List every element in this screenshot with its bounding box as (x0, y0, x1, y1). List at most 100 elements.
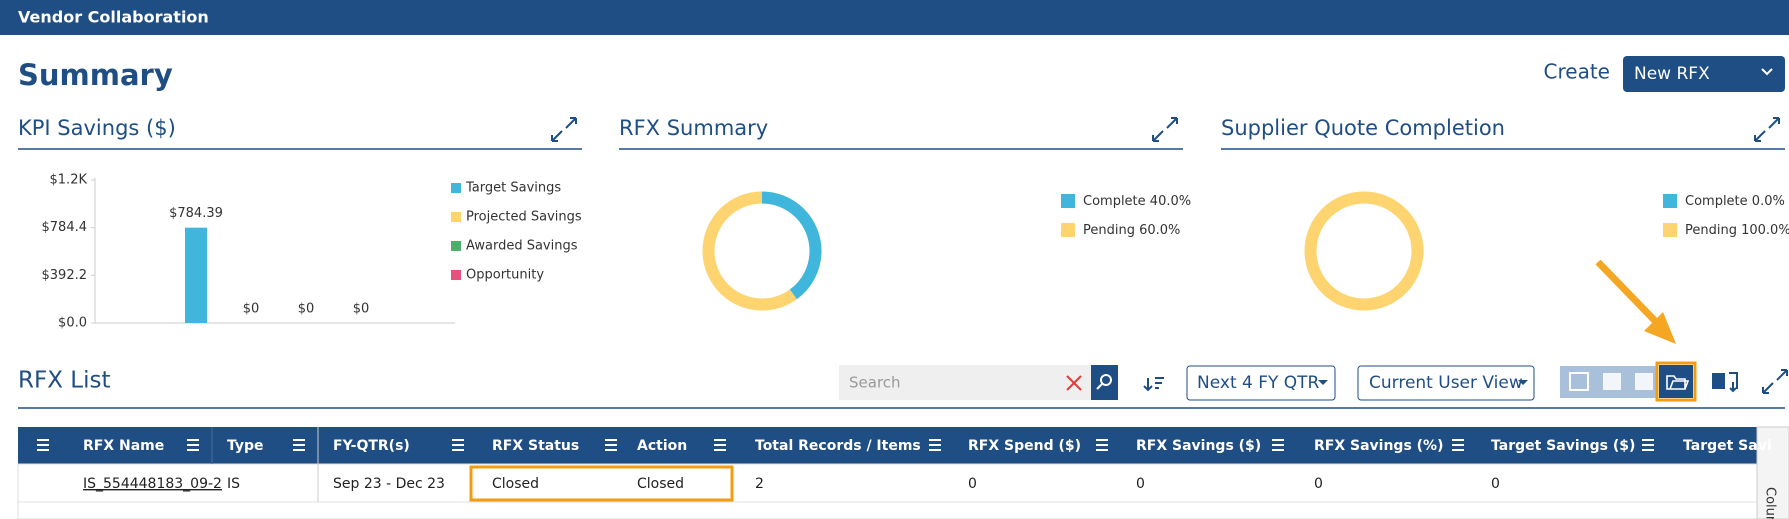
column-header[interactable]: Type (227, 438, 264, 454)
legend-swatch (451, 270, 461, 280)
legend-label[interactable]: Pending 60.0% (1083, 223, 1180, 238)
period-filter-text: Next 4 FY QTR (1197, 373, 1320, 393)
sort-icon[interactable] (1143, 377, 1164, 392)
donut-slice (1304, 191, 1424, 311)
legend-value: 0.0% (1752, 194, 1785, 209)
top-bar (0, 0, 1789, 35)
column-header[interactable]: RFX Savings ($) (1136, 438, 1261, 454)
legend-swatch (1663, 194, 1677, 208)
legend-label[interactable]: Complete 40.0% (1083, 194, 1191, 209)
cell: 2 (755, 476, 764, 492)
caret (1518, 380, 1528, 385)
legend-label[interactable]: Projected Savings (466, 210, 582, 225)
cell: Closed (492, 476, 539, 492)
excel-download (1729, 372, 1738, 393)
column-menu[interactable] (605, 439, 617, 451)
expand-icon[interactable] (1762, 369, 1788, 394)
value-label: $0 (243, 302, 260, 317)
column-header[interactable]: Target Savi (1683, 438, 1772, 454)
search-icon-handle (1096, 383, 1103, 390)
page-title: Summary (18, 58, 173, 92)
widget-title: Supplier Quote Completion (1221, 116, 1505, 140)
legend-category: Pending (1083, 223, 1135, 238)
legend-label[interactable]: Complete 0.0% (1685, 194, 1785, 209)
view-filter-text: Current User View (1369, 373, 1523, 393)
create-label: Create (1544, 60, 1610, 84)
column-menu[interactable] (1096, 439, 1108, 451)
expand-icon[interactable] (551, 117, 577, 142)
legend-swatch (451, 241, 461, 251)
highlight-box (1655, 361, 1697, 402)
search-button[interactable] (1091, 365, 1118, 400)
cell: 0 (1136, 476, 1145, 492)
column-menu[interactable] (37, 439, 49, 451)
column-menu[interactable] (714, 439, 726, 451)
cell: 0 (1314, 476, 1323, 492)
folder-icon (1666, 375, 1690, 390)
rfx-link[interactable]: IS_554448183_09-2 (83, 476, 222, 492)
legend-label[interactable]: Opportunity (466, 268, 544, 283)
column-header[interactable]: RFX Name (83, 438, 164, 454)
search-placeholder: Search (849, 374, 901, 392)
columns-tab[interactable] (1756, 426, 1789, 519)
search-icon (1100, 374, 1112, 386)
column-menu[interactable] (929, 439, 941, 451)
columns-tab-text: Columns (1763, 487, 1778, 519)
tile-icon[interactable] (1603, 373, 1621, 390)
clear-search[interactable] (1066, 375, 1082, 391)
legend-value: 100.0% (1741, 223, 1789, 238)
arrow-head (1644, 312, 1676, 344)
legend-category: Complete (1083, 194, 1146, 209)
column-menu[interactable] (293, 439, 305, 451)
excel-icon[interactable] (1712, 373, 1725, 389)
charts: KPI Savings ($) $0.0 $392.2 $784.4 $1.2K $784… (18, 116, 1789, 331)
cell: Sep 23 - Dec 23 (333, 476, 445, 492)
legend-swatch (1061, 194, 1075, 208)
new-rfx-text: New RFX (1634, 64, 1710, 84)
new-rfx-dropdown[interactable] (1623, 56, 1785, 92)
cell: 0 (1491, 476, 1500, 492)
view-filter[interactable] (1357, 365, 1535, 401)
column-menu[interactable] (1642, 439, 1654, 451)
column-header[interactable]: RFX Spend ($) (968, 438, 1081, 454)
search-box[interactable] (839, 365, 1091, 400)
legend-label[interactable]: Target Savings (465, 181, 561, 196)
column-header[interactable]: Action (637, 438, 687, 454)
column-menu[interactable] (452, 439, 464, 451)
caret (1318, 380, 1328, 385)
kanban-icon[interactable] (1569, 372, 1589, 391)
value-label: $784.39 (169, 206, 223, 221)
column-header[interactable]: FY-QTR(s) (333, 438, 410, 454)
legend-swatch (451, 212, 461, 222)
column-menu[interactable] (187, 439, 199, 451)
y-tick-label: $784.4 (42, 220, 88, 235)
widget-title: KPI Savings ($) (18, 116, 176, 140)
legend-label[interactable]: Awarded Savings (466, 239, 578, 254)
legend-label[interactable]: Pending 100.0% (1685, 223, 1789, 238)
donut-slice (702, 191, 822, 311)
column-header[interactable]: Target Savings ($) (1491, 438, 1635, 454)
grid-icon[interactable] (1635, 373, 1653, 390)
app-title: Vendor Collaboration (18, 8, 209, 27)
expand-icon[interactable] (1754, 117, 1780, 142)
legend-value: 60.0% (1139, 223, 1180, 238)
column-header[interactable]: RFX Savings (%) (1314, 438, 1444, 454)
cell: 0 (968, 476, 977, 492)
column-menu[interactable] (1452, 439, 1464, 451)
dropdown-caret (1761, 68, 1773, 76)
legend-swatch (451, 183, 461, 193)
column-header[interactable]: RFX Status (492, 438, 579, 454)
period-filter[interactable] (1186, 365, 1336, 401)
table: RFX Name Type FY-QTR(s) RFX Status Action Tot… (37, 427, 1772, 502)
value-label: $0 (298, 302, 315, 317)
expand-icon[interactable] (1152, 117, 1178, 142)
highlight-box (469, 465, 734, 502)
cell: Closed (637, 476, 684, 492)
table-header (18, 427, 1757, 464)
column-header[interactable]: Total Records / Items (755, 438, 921, 454)
bar (185, 227, 207, 323)
column-menu[interactable] (1272, 439, 1284, 451)
legend-category: Pending (1685, 223, 1737, 238)
value-label: $0 (353, 302, 370, 317)
